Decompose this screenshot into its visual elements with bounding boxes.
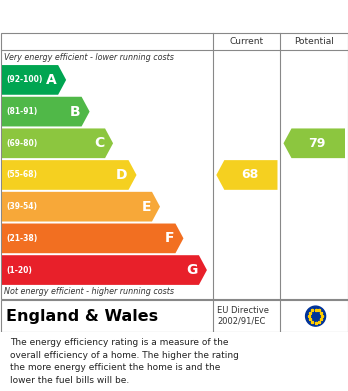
Text: G: G (187, 263, 198, 277)
Text: E: E (142, 200, 151, 213)
Text: C: C (94, 136, 104, 150)
Text: The energy efficiency rating is a measure of the
overall efficiency of a home. T: The energy efficiency rating is a measur… (10, 338, 239, 385)
Text: B: B (70, 105, 81, 118)
Text: (92-100): (92-100) (6, 75, 42, 84)
Text: Very energy efficient - lower running costs: Very energy efficient - lower running co… (4, 52, 174, 61)
Polygon shape (2, 224, 183, 253)
Text: (69-80): (69-80) (6, 139, 37, 148)
Polygon shape (2, 160, 136, 190)
Text: Current: Current (230, 37, 264, 46)
Text: 68: 68 (241, 169, 259, 181)
Text: Potential: Potential (294, 37, 334, 46)
Text: Energy Efficiency Rating: Energy Efficiency Rating (10, 7, 239, 25)
Polygon shape (284, 128, 345, 158)
Text: (81-91): (81-91) (6, 107, 37, 116)
Text: England & Wales: England & Wales (6, 308, 158, 324)
Text: (39-54): (39-54) (6, 202, 37, 211)
Polygon shape (2, 65, 66, 95)
Polygon shape (2, 192, 160, 222)
Polygon shape (216, 160, 277, 190)
Text: D: D (116, 168, 127, 182)
Polygon shape (2, 128, 113, 158)
Text: (21-38): (21-38) (6, 234, 37, 243)
Text: (1-20): (1-20) (6, 265, 32, 274)
Polygon shape (2, 255, 207, 285)
Text: F: F (165, 231, 174, 246)
Text: A: A (46, 73, 57, 87)
Text: 79: 79 (309, 137, 326, 150)
Text: Not energy efficient - higher running costs: Not energy efficient - higher running co… (4, 287, 174, 296)
Text: (55-68): (55-68) (6, 170, 37, 179)
Text: EU Directive
2002/91/EC: EU Directive 2002/91/EC (217, 307, 269, 326)
Polygon shape (2, 97, 89, 126)
Circle shape (306, 306, 326, 326)
